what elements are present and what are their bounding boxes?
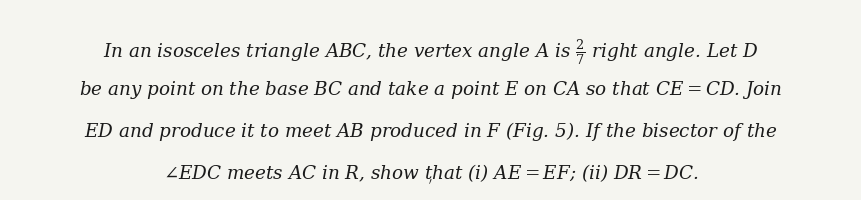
Text: be any point on the base $BC$ and take a point $E$ on $CA$ so that $CE = CD$. Jo: be any point on the base $BC$ and take a… <box>79 78 782 100</box>
Text: In an isosceles triangle $ABC$, the vertex angle $A$ is $\frac{2}{7}$ right angl: In an isosceles triangle $ABC$, the vert… <box>102 37 759 66</box>
Text: $ED$ and produce it to meet $AB$ produced in $F$ (Fig. 5). If the bisector of th: $ED$ and produce it to meet $AB$ produce… <box>84 120 777 143</box>
Text: $'$: $'$ <box>428 177 433 191</box>
Text: $\angle EDC$ meets $AC$ in $R$, show that (i) $AE = EF$; (ii) $DR = DC$.: $\angle EDC$ meets $AC$ in $R$, show tha… <box>163 161 698 183</box>
